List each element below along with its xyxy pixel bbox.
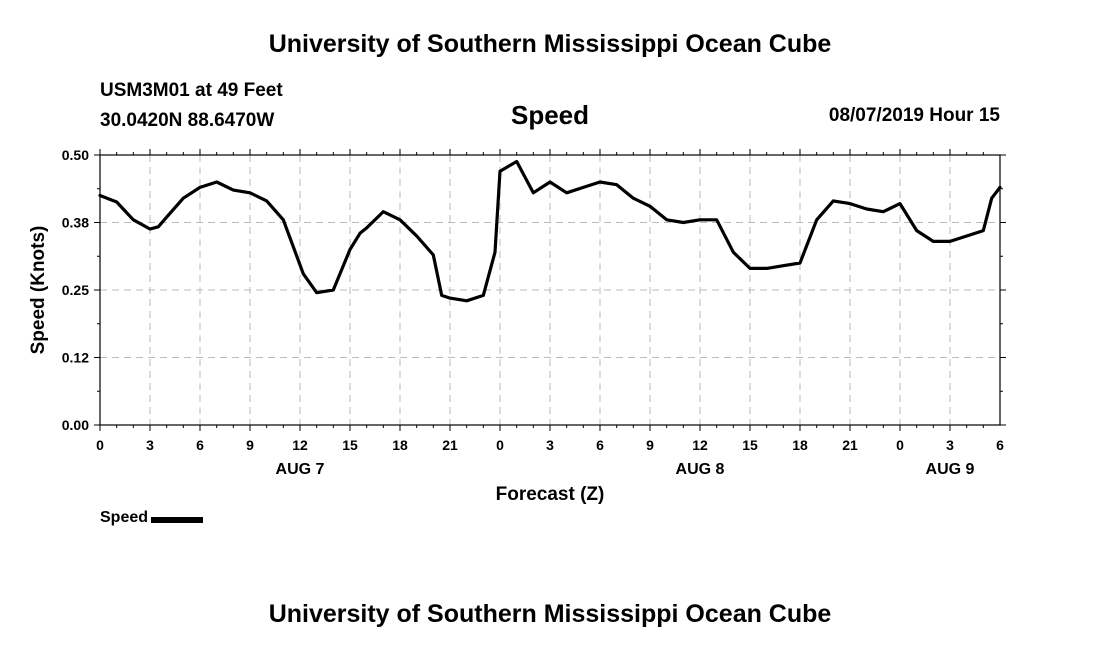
- station-name: USM3M01 at 49 Feet: [100, 80, 283, 101]
- date-label: AUG 8: [676, 461, 725, 478]
- chart-title: Speed: [510, 100, 590, 130]
- x-tick-label: 9: [646, 437, 654, 453]
- x-tick-label: 12: [292, 437, 308, 453]
- station-info: USM3M01 at 49 Feet 30.0420N 88.6470W: [100, 76, 283, 136]
- date-label: AUG 7: [276, 461, 325, 478]
- x-tick-label: 0: [896, 437, 904, 453]
- y-tick-label: 0.12: [62, 350, 89, 366]
- forecast-date: 08/07/2019 Hour 15: [828, 105, 1000, 126]
- x-tick-label: 0: [496, 437, 504, 453]
- legend-label: Speed: [100, 509, 149, 526]
- station-coordinates: 30.0420N 88.6470W: [100, 110, 275, 131]
- page-title: University of Southern Mississippi Ocean…: [268, 30, 832, 58]
- x-tick-label: 9: [246, 437, 254, 453]
- x-tick-label: 6: [596, 437, 604, 453]
- x-tick-label: 3: [546, 437, 554, 453]
- x-tick-label: 6: [996, 437, 1004, 453]
- date-label: AUG 9: [926, 461, 975, 478]
- x-tick-label: 3: [946, 437, 954, 453]
- footer-title: University of Southern Mississippi Ocean…: [268, 600, 832, 628]
- x-tick-label: 18: [792, 437, 808, 453]
- x-axis-title: Forecast (Z): [496, 484, 605, 505]
- x-tick-label: 18: [392, 437, 408, 453]
- legend: Speed: [100, 509, 204, 527]
- y-tick-label: 0.25: [62, 282, 89, 298]
- x-tick-label: 15: [742, 437, 758, 453]
- x-tick-label: 21: [442, 437, 458, 453]
- y-axis-title: Speed (Knots): [28, 226, 49, 355]
- legend-line-swatch: [151, 516, 204, 523]
- x-tick-label: 6: [196, 437, 204, 453]
- y-tick-label: 0.50: [62, 147, 89, 163]
- x-tick-label: 3: [146, 437, 154, 453]
- x-tick-label: 15: [342, 437, 358, 453]
- y-tick-label: 0.00: [62, 417, 89, 433]
- x-tick-label: 12: [692, 437, 708, 453]
- x-tick-label: 0: [96, 437, 104, 453]
- speed-series-line: [98, 159, 1002, 303]
- x-tick-label: 21: [842, 437, 858, 453]
- y-tick-label: 0.38: [62, 215, 89, 231]
